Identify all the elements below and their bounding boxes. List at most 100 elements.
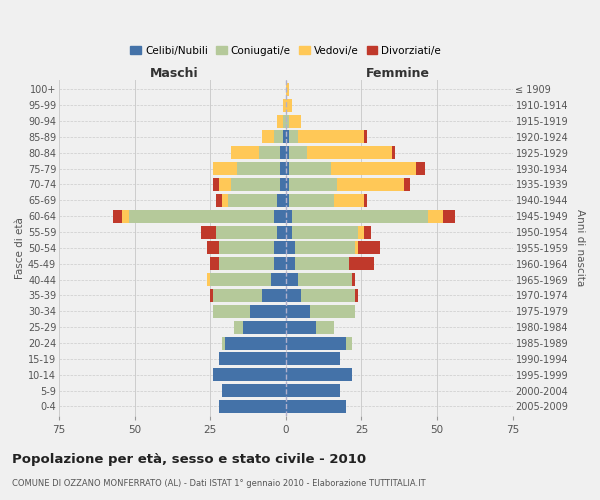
- Bar: [289, 162, 331, 175]
- Y-axis label: Anni di nascita: Anni di nascita: [575, 210, 585, 286]
- Bar: [286, 178, 289, 191]
- Bar: [286, 83, 289, 96]
- Text: Maschi: Maschi: [149, 66, 198, 80]
- Bar: [286, 258, 295, 270]
- Bar: [286, 226, 292, 238]
- Bar: [292, 226, 358, 238]
- Bar: [286, 352, 340, 366]
- Bar: [274, 258, 286, 270]
- Bar: [358, 226, 364, 238]
- Bar: [277, 194, 286, 207]
- Bar: [286, 273, 298, 286]
- Bar: [416, 162, 425, 175]
- Bar: [235, 320, 244, 334]
- Bar: [355, 242, 358, 254]
- Bar: [262, 289, 286, 302]
- Bar: [274, 210, 286, 222]
- Bar: [238, 162, 280, 175]
- Bar: [286, 130, 289, 143]
- Bar: [207, 242, 219, 254]
- Text: Femmine: Femmine: [366, 66, 430, 80]
- Bar: [286, 368, 352, 381]
- Bar: [286, 400, 346, 413]
- Bar: [298, 130, 364, 143]
- Bar: [286, 194, 289, 207]
- Bar: [128, 210, 274, 222]
- Bar: [286, 336, 346, 349]
- Bar: [219, 178, 232, 191]
- Bar: [259, 146, 280, 160]
- Bar: [346, 336, 352, 349]
- Bar: [219, 242, 274, 254]
- Bar: [280, 146, 286, 160]
- Bar: [232, 146, 259, 160]
- Bar: [244, 320, 286, 334]
- Bar: [216, 194, 222, 207]
- Bar: [364, 130, 367, 143]
- Bar: [337, 178, 404, 191]
- Text: Popolazione per età, sesso e stato civile - 2010: Popolazione per età, sesso e stato civil…: [12, 452, 366, 466]
- Bar: [274, 242, 286, 254]
- Bar: [210, 258, 219, 270]
- Bar: [355, 289, 358, 302]
- Bar: [301, 289, 355, 302]
- Bar: [213, 368, 286, 381]
- Bar: [364, 226, 371, 238]
- Bar: [232, 178, 280, 191]
- Bar: [262, 130, 274, 143]
- Bar: [280, 178, 286, 191]
- Bar: [280, 162, 286, 175]
- Bar: [210, 289, 213, 302]
- Bar: [250, 305, 286, 318]
- Bar: [219, 352, 286, 366]
- Bar: [289, 146, 307, 160]
- Bar: [295, 242, 355, 254]
- Bar: [213, 178, 219, 191]
- Bar: [216, 226, 277, 238]
- Legend: Celibi/Nubili, Coniugati/e, Vedovi/e, Divorziati/e: Celibi/Nubili, Coniugati/e, Vedovi/e, Di…: [126, 42, 445, 60]
- Bar: [219, 400, 286, 413]
- Bar: [286, 384, 340, 397]
- Bar: [289, 130, 298, 143]
- Bar: [222, 384, 286, 397]
- Bar: [349, 258, 374, 270]
- Bar: [213, 289, 262, 302]
- Bar: [283, 114, 286, 128]
- Bar: [443, 210, 455, 222]
- Bar: [286, 146, 289, 160]
- Bar: [292, 210, 428, 222]
- Bar: [213, 162, 238, 175]
- Bar: [286, 114, 289, 128]
- Bar: [358, 242, 380, 254]
- Bar: [219, 258, 274, 270]
- Bar: [222, 336, 226, 349]
- Bar: [307, 146, 392, 160]
- Bar: [286, 242, 295, 254]
- Y-axis label: Fasce di età: Fasce di età: [15, 217, 25, 279]
- Bar: [283, 98, 286, 112]
- Bar: [274, 130, 283, 143]
- Bar: [392, 146, 395, 160]
- Bar: [298, 273, 352, 286]
- Bar: [316, 320, 334, 334]
- Bar: [122, 210, 128, 222]
- Bar: [113, 210, 122, 222]
- Bar: [404, 178, 410, 191]
- Bar: [207, 273, 210, 286]
- Bar: [310, 305, 355, 318]
- Bar: [289, 114, 301, 128]
- Bar: [331, 162, 416, 175]
- Bar: [286, 305, 310, 318]
- Bar: [286, 320, 316, 334]
- Bar: [428, 210, 443, 222]
- Bar: [352, 273, 355, 286]
- Bar: [286, 162, 289, 175]
- Bar: [213, 305, 250, 318]
- Bar: [277, 226, 286, 238]
- Bar: [277, 114, 283, 128]
- Text: COMUNE DI OZZANO MONFERRATO (AL) - Dati ISTAT 1° gennaio 2010 - Elaborazione TUT: COMUNE DI OZZANO MONFERRATO (AL) - Dati …: [12, 479, 425, 488]
- Bar: [271, 273, 286, 286]
- Bar: [226, 336, 286, 349]
- Bar: [286, 210, 292, 222]
- Bar: [286, 98, 292, 112]
